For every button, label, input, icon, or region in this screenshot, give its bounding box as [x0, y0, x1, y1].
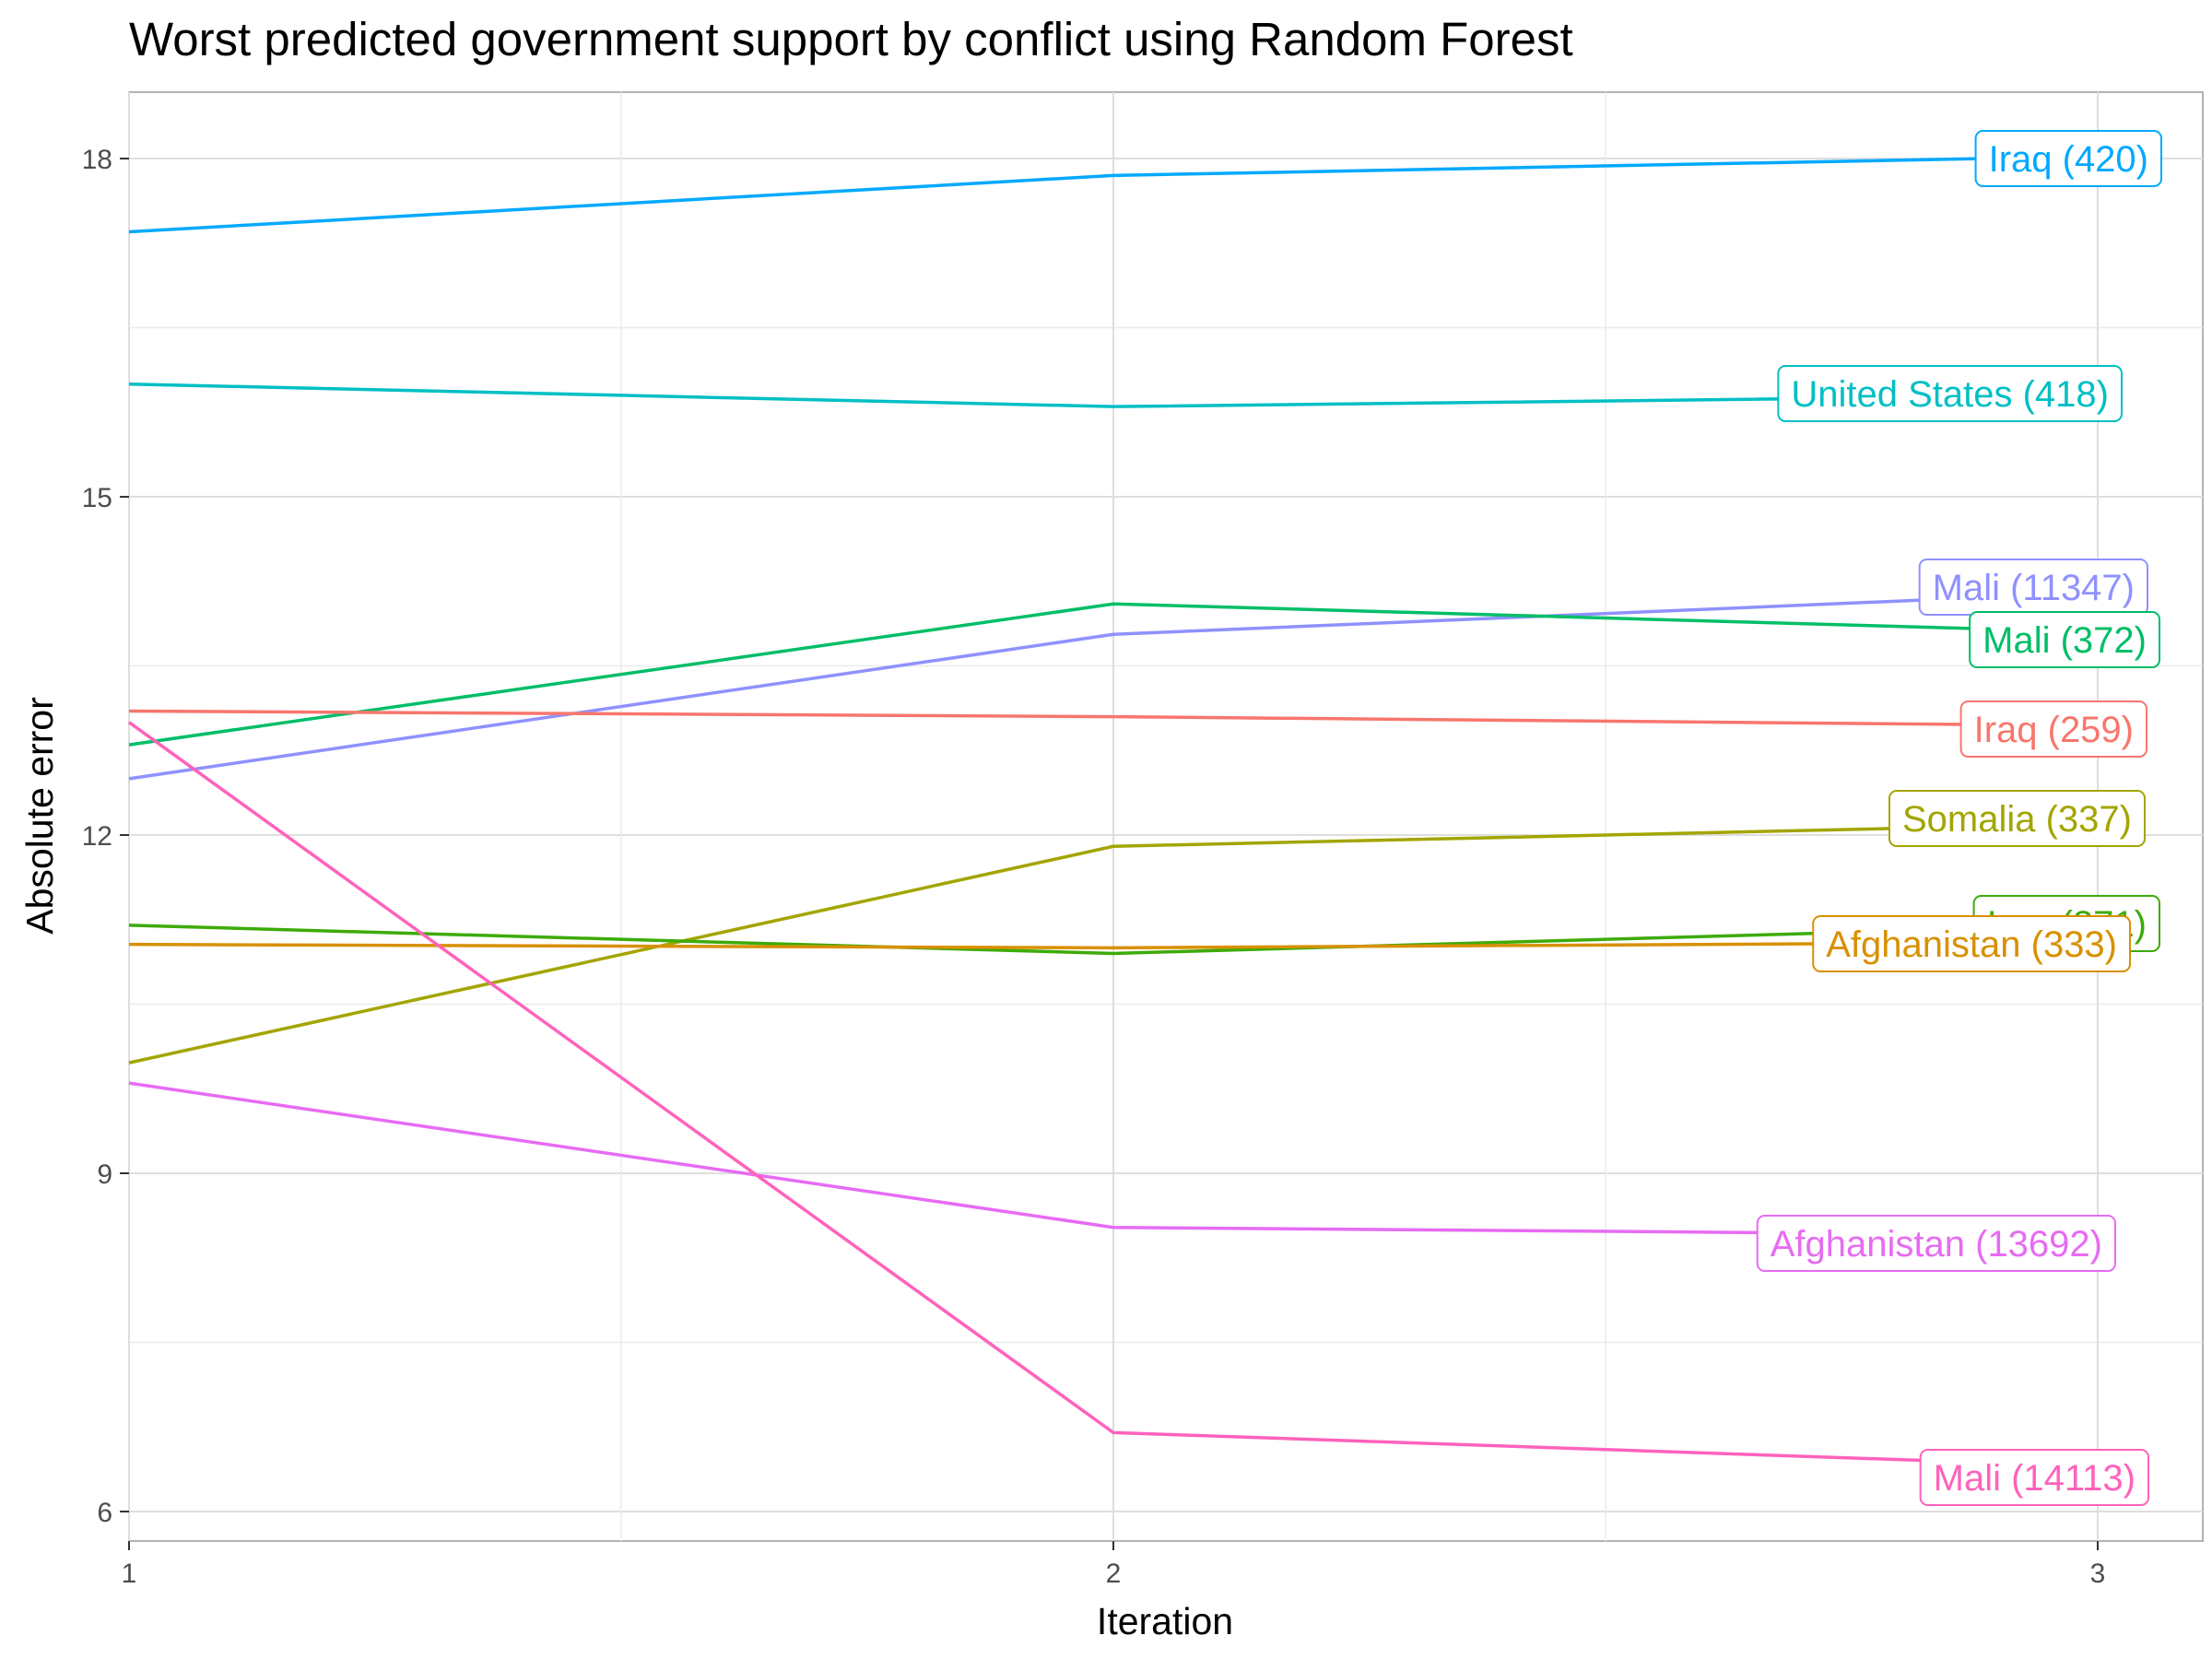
series-label: Mali (372) [1969, 611, 2160, 668]
series-label-box [1919, 1449, 2149, 1506]
series-label: Mali (14113) [1919, 1449, 2149, 1506]
series-label-text: Afghanistan (13692) [1771, 1224, 2102, 1265]
series-label-text: Mali (14113) [1934, 1458, 2136, 1499]
series-label-text: United States (418) [1791, 374, 2109, 415]
series-label: Somalia (337) [1888, 790, 2146, 847]
series-line [128, 924, 2099, 956]
y-axis-title: Absolute error [18, 697, 61, 935]
series-line [128, 602, 2099, 747]
series-label-box [1777, 365, 2123, 422]
chart-title: Worst predicted government support by co… [129, 13, 1573, 65]
x-tick-label: 2 [1106, 1559, 1122, 1589]
y-axis-ticks: 6 9 12 15 18 [82, 145, 129, 1528]
series-label: United States (418) [1777, 365, 2123, 422]
series-label-box [1969, 611, 2160, 668]
series-label: Iraq (259) [1959, 700, 2147, 758]
series-line [127, 721, 2099, 1468]
y-tick-label: 15 [82, 483, 112, 513]
gridlines [128, 92, 2203, 1541]
series-line [128, 822, 2099, 1065]
x-tick-label: 3 [2090, 1559, 2106, 1589]
series-lines [127, 154, 2099, 1468]
series-line [128, 709, 2099, 728]
series-label-box [1812, 915, 2131, 972]
series-label-box [1888, 790, 2146, 847]
series-label: Mali (11347) [1918, 559, 2148, 616]
series-label: Afghanistan (333) [1812, 915, 2131, 972]
series-label-text: Afghanistan (333) [1826, 924, 2117, 965]
series-label-box [1959, 700, 2147, 758]
y-tick-label: 6 [97, 1498, 112, 1528]
series-label-text: Mali (11347) [1933, 568, 2135, 608]
y-tick-label: 18 [82, 145, 112, 175]
series-label-box [1756, 1215, 2116, 1272]
series-label: Iraq (420) [1974, 130, 2162, 187]
panel-border [128, 91, 2204, 1542]
plot-area [128, 91, 2204, 1542]
series-label-text: Somalia (337) [1902, 799, 2132, 840]
series-label-text: Iraq (259) [1974, 710, 2134, 750]
series-line [128, 154, 2099, 234]
series-line [128, 591, 2099, 781]
series-label-text: Mali (372) [1983, 620, 2147, 661]
series-label-box [1974, 130, 2162, 187]
y-tick-label: 9 [97, 1159, 112, 1190]
series-label: Afghanistan (13692) [1756, 1215, 2116, 1272]
series-line [128, 382, 2099, 408]
x-axis-title: Iteration [1097, 1600, 1233, 1642]
series-line [128, 940, 2099, 950]
y-tick-label: 12 [82, 821, 112, 852]
series-labels: Iraq (420) United States (418) Mali (11347… [1756, 130, 2162, 1506]
x-tick-label: 1 [122, 1559, 137, 1589]
series-label-text: Iraq (420) [1989, 139, 2148, 180]
x-axis-ticks: 1 2 3 [122, 1541, 2106, 1589]
